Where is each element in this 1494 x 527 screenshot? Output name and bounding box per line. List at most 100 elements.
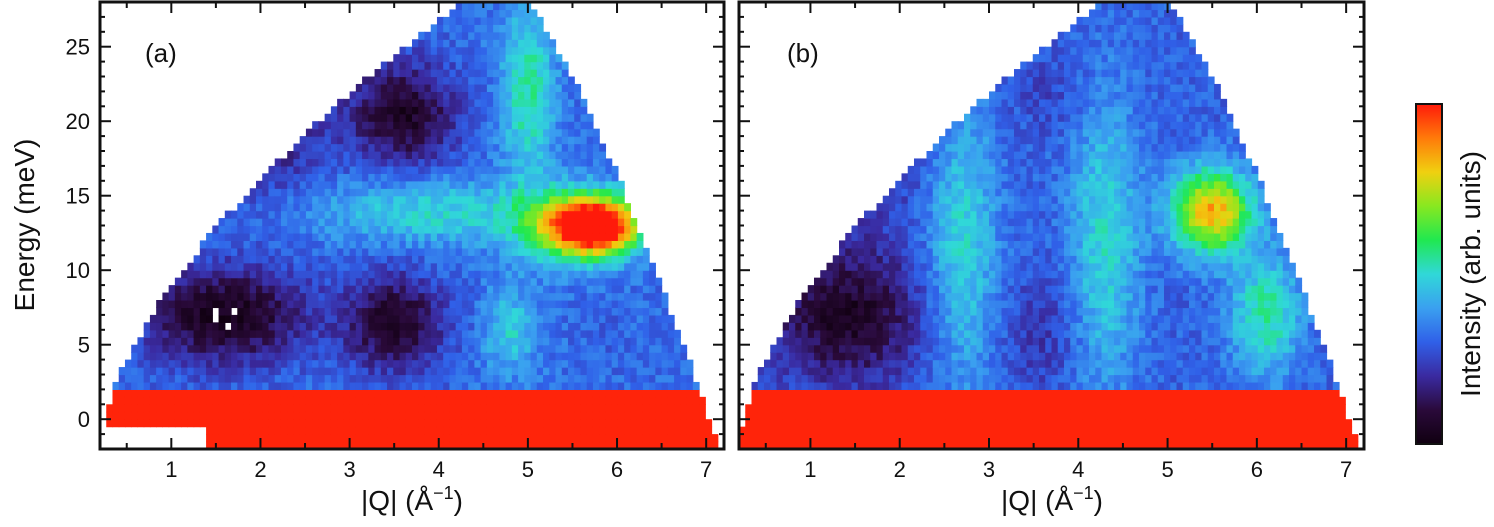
heatmap-cell [524,46,532,55]
heatmap-cell [857,270,865,279]
heatmap-cell [405,352,413,361]
heatmap-cell [680,396,688,405]
heatmap-cell [530,381,538,390]
heatmap-cell [617,329,625,338]
heatmap-cell [349,232,357,241]
heatmap-cell [976,165,984,174]
heatmap-cell [851,426,859,435]
heatmap-cell [412,136,419,145]
heatmap-cell [418,255,426,264]
heatmap-cell [337,426,344,435]
heatmap-cell [976,210,984,219]
heatmap-cell [349,329,357,338]
heatmap-cell [268,285,276,294]
heatmap-cell [137,411,145,420]
heatmap-cell [199,381,207,390]
heatmap-cell [374,285,382,294]
heatmap-cell [982,404,990,413]
heatmap-cell [901,218,909,227]
heatmap-cell [206,277,213,286]
heatmap-cell [237,232,245,241]
heatmap-cell [318,329,326,338]
heatmap-cell [399,337,407,346]
heatmap-cell [914,411,921,420]
heatmap-cell [820,285,828,294]
heatmap-cell [468,143,475,152]
heatmap-cell [349,151,357,160]
heatmap-cell [449,188,457,197]
heatmap-cell [820,314,828,323]
heatmap-cell [586,240,594,249]
heatmap-cell [945,411,953,420]
heatmap-cell [745,411,753,420]
heatmap-cell [518,9,525,18]
heatmap-cell [599,441,607,450]
heatmap-cell [231,270,238,279]
heatmap-cell [976,203,984,212]
heatmap-cell [199,262,207,271]
heatmap-cell [312,158,319,167]
heatmap-cell [330,210,338,219]
heatmap-cell [424,329,432,338]
heatmap-cell [611,255,619,264]
heatmap-cell [511,292,519,301]
heatmap-cell [530,76,538,85]
heatmap-cell [299,359,307,368]
heatmap-cell [231,225,238,234]
heatmap-cell [343,106,351,115]
heatmap-cell [162,374,170,383]
heatmap-cell [287,337,295,346]
heatmap-cell [131,396,139,405]
heatmap-cell [845,359,853,368]
heatmap-cell [362,426,369,435]
heatmap-cell [876,322,884,331]
heatmap-cell [561,121,569,130]
heatmap-cell [474,232,482,241]
heatmap-cell [212,367,220,376]
heatmap-cell [757,396,765,405]
heatmap-cell [655,322,663,331]
heatmap-cell [776,337,784,346]
heatmap-cell [845,262,853,271]
heatmap-cell [387,270,394,279]
heatmap-cell [262,255,270,264]
heatmap-cell [268,232,276,241]
heatmap-cell [362,121,369,130]
heatmap-cell [243,240,251,249]
heatmap-cell [680,426,688,435]
heatmap-cell [951,277,959,286]
heatmap-cell [907,180,915,189]
heatmap-cell [932,322,940,331]
heatmap-cell [430,218,438,227]
heatmap-cell [362,158,369,167]
heatmap-cell [524,16,532,25]
heatmap-cell [543,367,550,376]
heatmap-cell [124,396,132,405]
heatmap-cell [461,31,469,40]
heatmap-cell [443,270,451,279]
heatmap-cell [605,158,613,167]
heatmap-cell [455,307,463,316]
heatmap-cell [468,136,475,145]
heatmap-cell [524,307,532,316]
heatmap-cell [418,180,426,189]
heatmap-cell [499,61,507,70]
heatmap-cell [826,307,834,316]
heatmap-cell [349,210,357,219]
heatmap-cell [424,203,432,212]
heatmap-cell [617,404,625,413]
heatmap-cell [305,389,313,398]
heatmap-cell [405,277,413,286]
heatmap-cell [412,292,419,301]
heatmap-cell [174,396,182,405]
heatmap-cell [820,337,828,346]
heatmap-cell [430,143,438,152]
heatmap-cell [156,404,163,413]
heatmap-cell [387,307,394,316]
heatmap-cell [256,434,263,443]
heatmap-cell [449,426,457,435]
heatmap-cell [574,292,582,301]
heatmap-cell [405,195,413,204]
heatmap-cell [124,359,132,368]
heatmap-cell [920,165,928,174]
